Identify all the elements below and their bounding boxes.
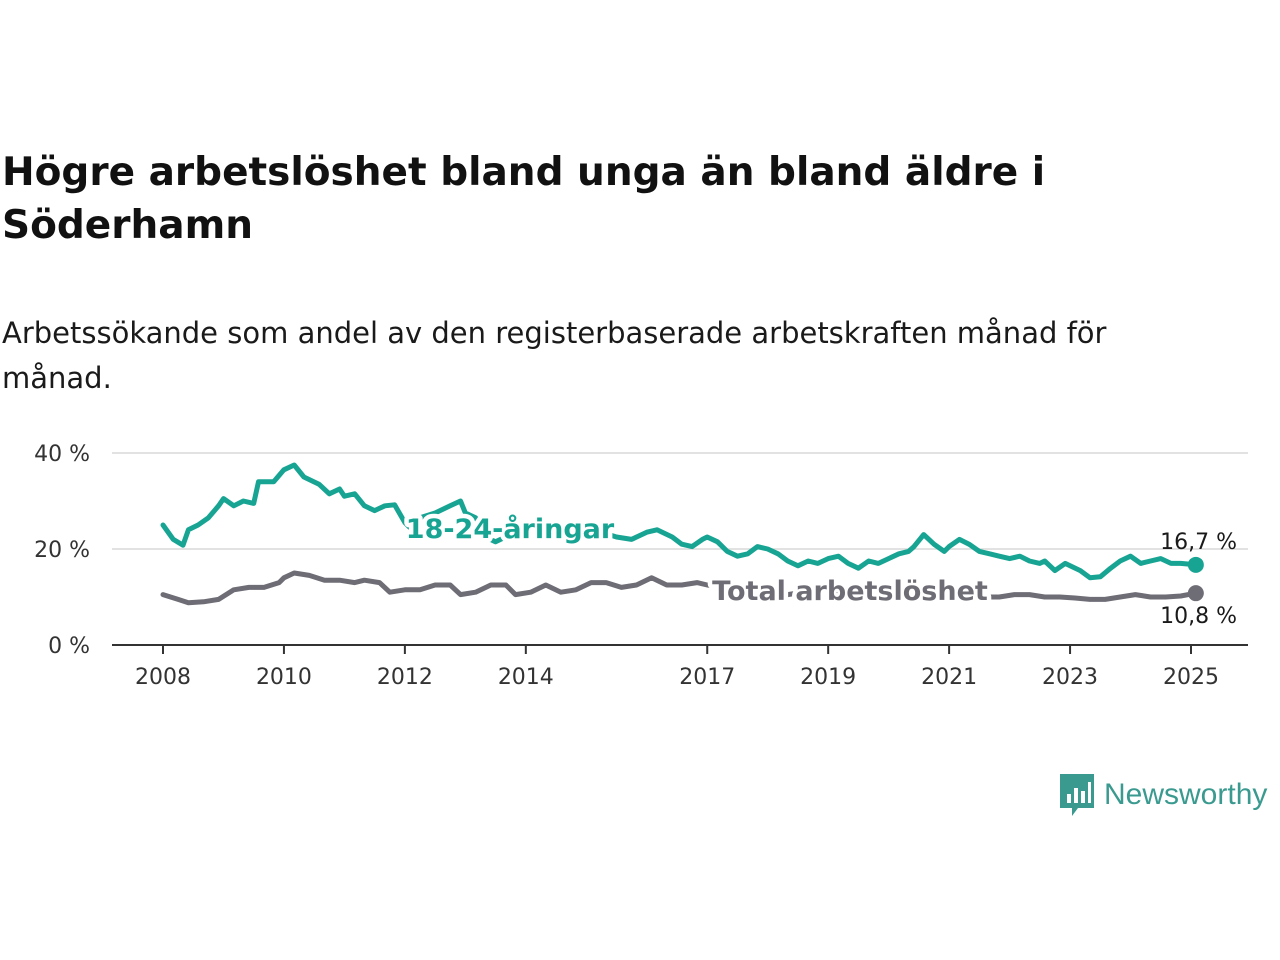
- series-lines: [160, 462, 1204, 606]
- series-end-label-0: 16,7 %: [1160, 530, 1237, 555]
- series-name-label-0: 18-24-åringar: [406, 513, 615, 545]
- x-tick-label: 2021: [921, 665, 977, 690]
- x-tick-label: 2012: [377, 665, 433, 690]
- x-tick-label: 2008: [135, 665, 191, 690]
- logo-text: Newsworthy: [1104, 778, 1268, 811]
- axes: 0 % 20 % 40 % 2008 2010 2012 2014 2017 2019 2021 2…: [34, 442, 1248, 690]
- y-tick-label: 20 %: [34, 538, 90, 563]
- x-tick-label: 2019: [800, 665, 856, 690]
- series-end-label-1: 10,8 %: [1160, 604, 1237, 629]
- newsworthy-logo: Newsworthy: [1058, 772, 1267, 818]
- chart-title: Högre arbetslöshet bland unga än bland ä…: [2, 150, 1046, 248]
- y-tick-label: 40 %: [34, 442, 90, 467]
- x-tick-label: 2010: [256, 665, 312, 690]
- chart-labels: 16,7 % 10,8 % 18-24-åringar Total arbetslös…: [401, 509, 1237, 630]
- x-tick-label: 2017: [679, 665, 735, 690]
- series-name-label-1: Total arbetslöshet: [712, 576, 988, 607]
- gridlines: [112, 452, 1248, 550]
- x-tick-label: 2014: [498, 665, 554, 690]
- x-tick-label: 2023: [1042, 665, 1098, 690]
- newsworthy-logo-icon: [1060, 774, 1094, 816]
- x-tick-label: 2025: [1163, 665, 1219, 690]
- series-line-1: [160, 570, 1199, 606]
- line-chart: 0 % 20 % 40 % 2008 2010 2012 2014 2017 2019 2021 2…: [34, 442, 1248, 690]
- series-end-point-0: [1187, 556, 1204, 573]
- series-line-0: [160, 462, 1199, 581]
- y-tick-label: 0 %: [48, 634, 90, 659]
- series-end-point-1: [1187, 585, 1204, 602]
- chart-subtitle: Arbetssökande som andel av den registerb…: [2, 316, 1107, 395]
